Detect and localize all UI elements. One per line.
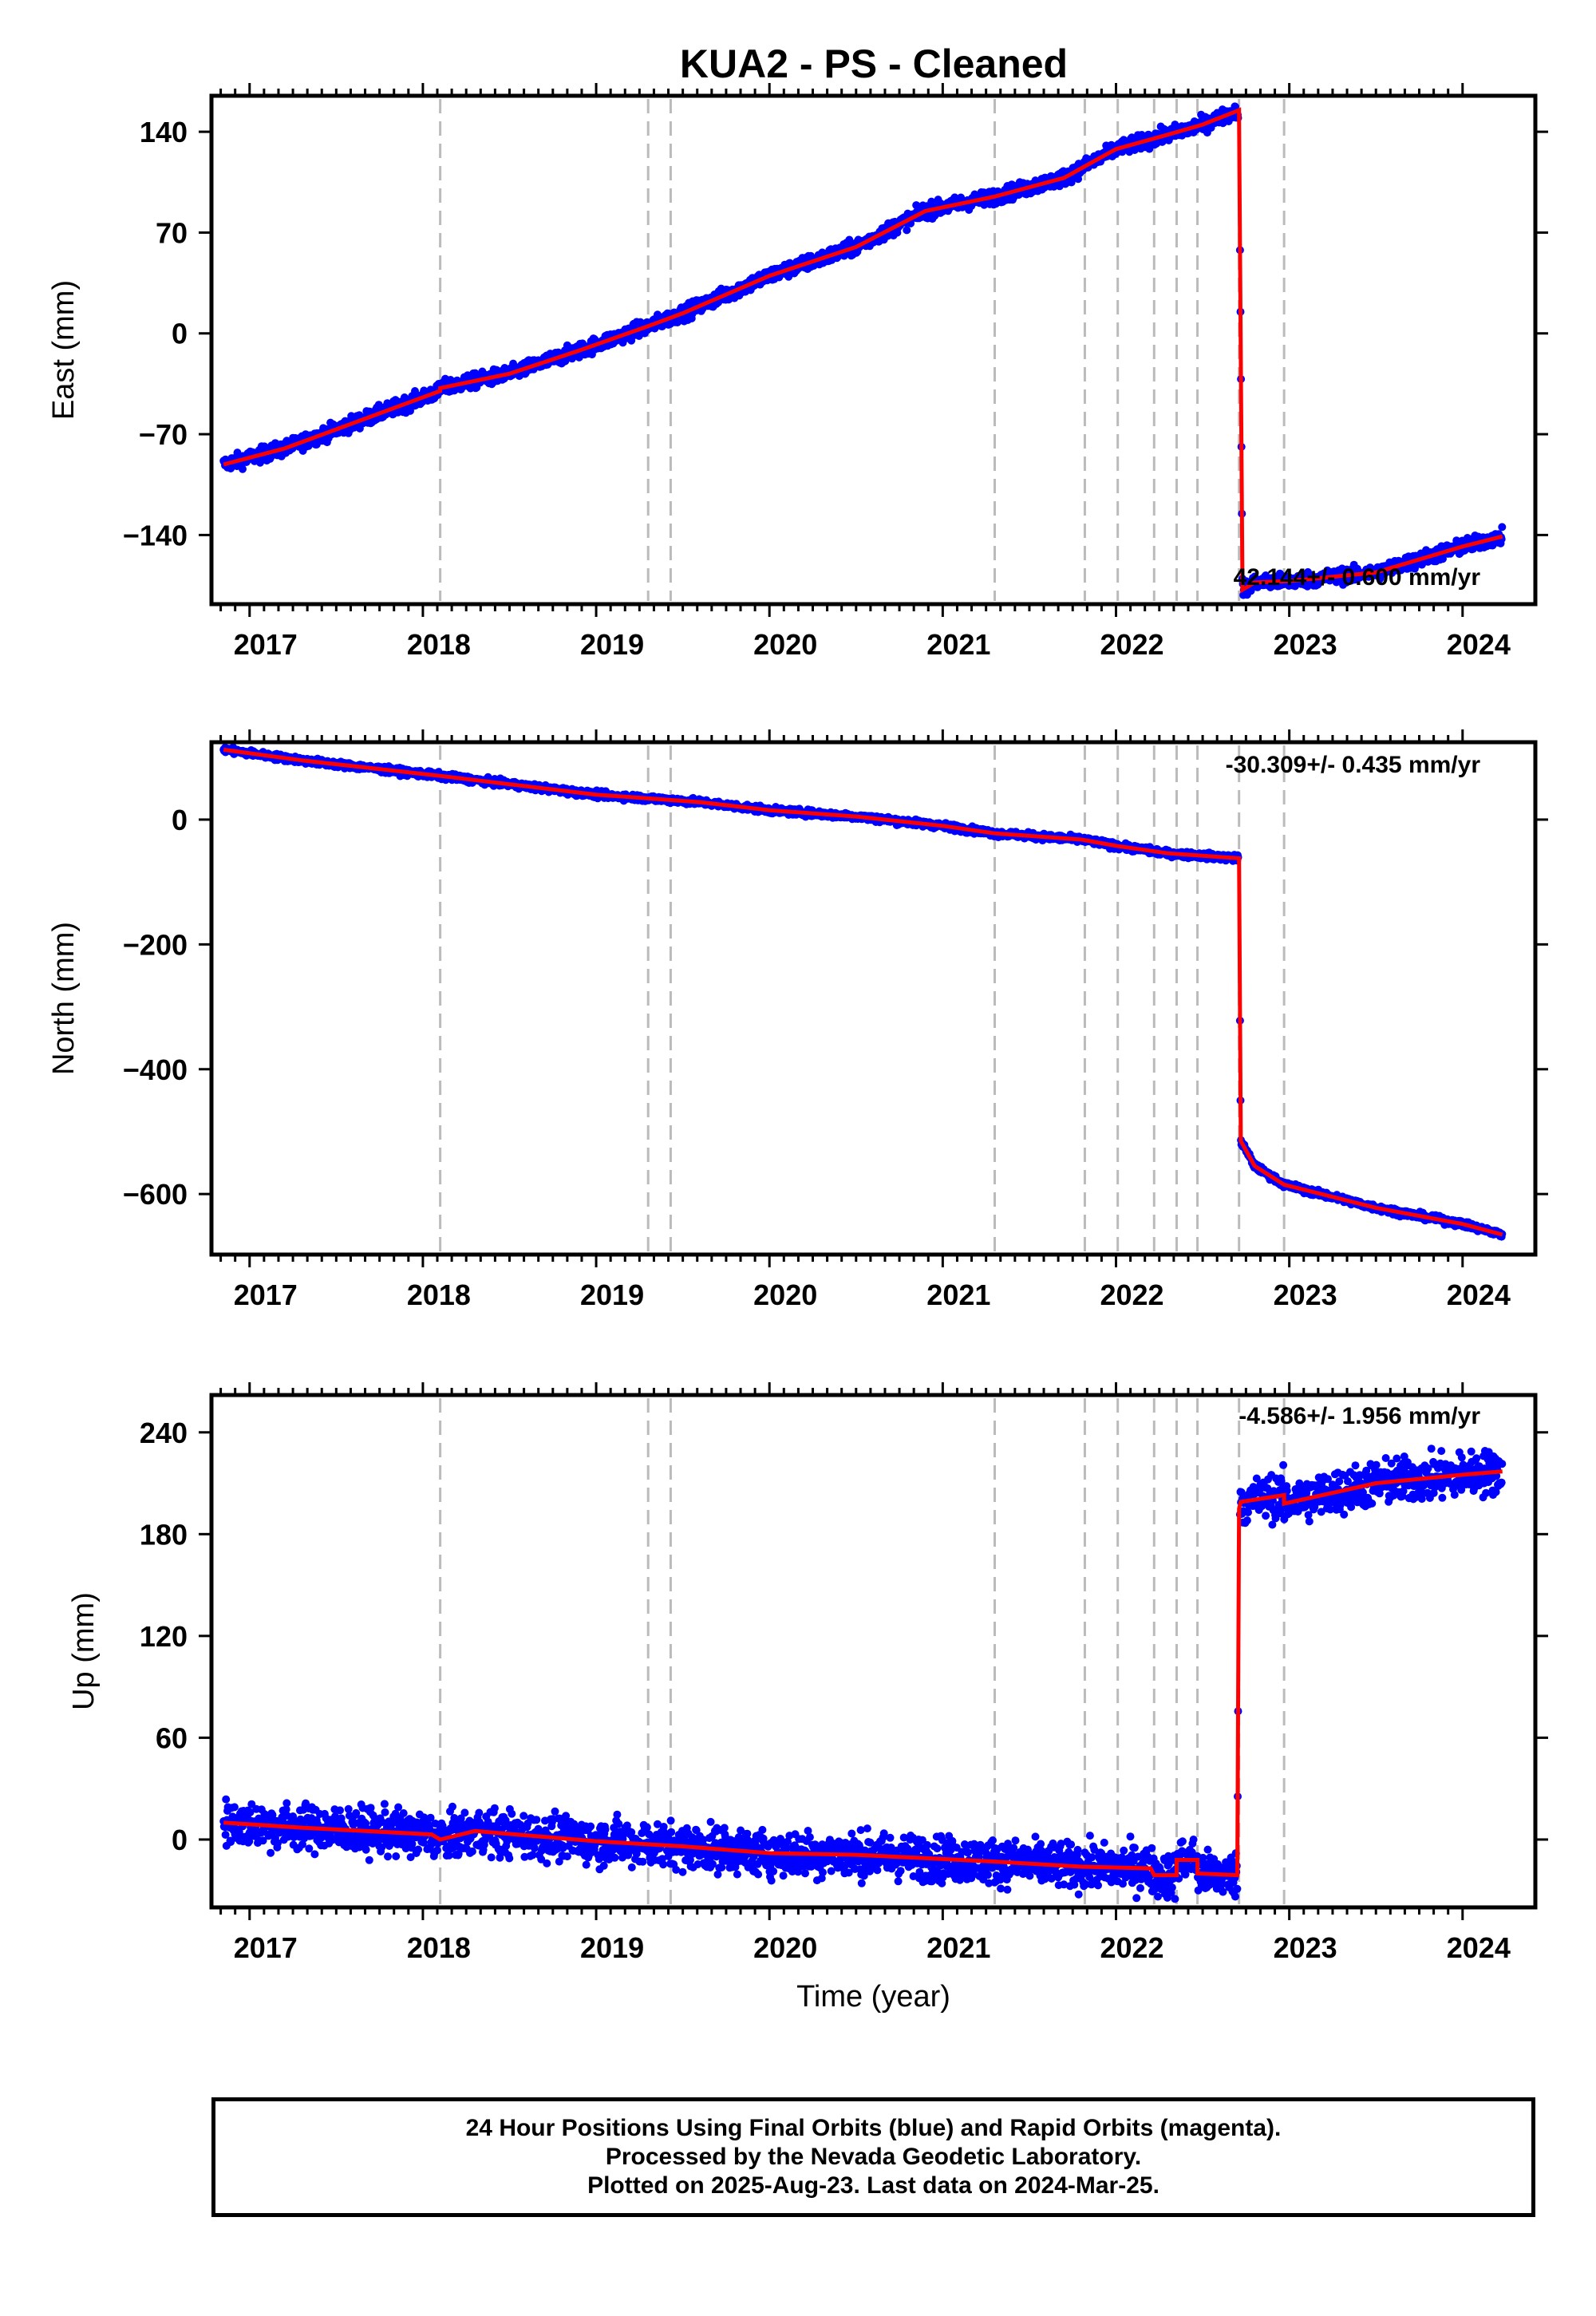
data-point [845, 235, 854, 244]
x-tick-label: 2024 [1447, 628, 1511, 661]
data-point [239, 464, 247, 473]
y-axis-label: East (mm) [47, 280, 81, 420]
data-point [256, 458, 264, 467]
x-tick-label: 2018 [407, 628, 471, 661]
y-tick-label: −140 [123, 519, 188, 551]
panel-2: 2017 2018 2019 2020 2021 2022 2023 2024−600−400… [47, 729, 1548, 1311]
model-line [223, 107, 1503, 594]
panel-1: 2017 2018 2019 2020 2021 2022 2023 2024 −140 −70 0… [47, 83, 1548, 661]
data-point [903, 226, 911, 235]
x-tick-label: 2017 [234, 628, 298, 661]
x-tick-label: 2019 [580, 628, 644, 661]
data-point [1498, 523, 1507, 532]
data-points [219, 102, 1507, 599]
plot-frame [209, 93, 1538, 607]
velocity-rate-label: 42.144+/- 0.600 mm/yr [1234, 564, 1481, 591]
data-point [1067, 178, 1076, 187]
y-tick-label: 70 [156, 216, 188, 249]
x-tick-label: 2020 [753, 628, 817, 661]
x-tick-label: 2021 [926, 628, 990, 661]
x-tick-label: 2023 [1274, 628, 1337, 661]
y-tick-label: 0 [172, 318, 188, 350]
y-tick-label: −70 [139, 418, 188, 451]
x-tick-label: 2022 [1100, 628, 1163, 661]
y-tick-label: 140 [140, 116, 188, 148]
data-point [1074, 175, 1083, 184]
data-point [927, 197, 936, 206]
